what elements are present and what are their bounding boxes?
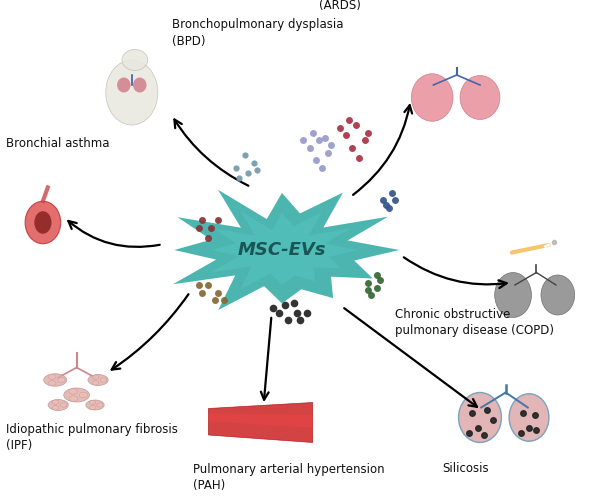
Ellipse shape [25,201,61,244]
Text: Chronic obstructive
pulmonary disease (COPD): Chronic obstructive pulmonary disease (C… [395,308,554,337]
Ellipse shape [69,388,77,394]
Ellipse shape [48,374,56,380]
Text: Silicosis: Silicosis [443,462,489,475]
Ellipse shape [509,394,549,441]
Ellipse shape [34,211,51,234]
Polygon shape [208,402,313,442]
Ellipse shape [58,378,65,382]
Text: Bronchial asthma: Bronchial asthma [6,137,110,150]
Ellipse shape [117,78,131,92]
Ellipse shape [89,400,96,404]
Ellipse shape [100,378,107,382]
Text: Bronchopulmonary dysplasia
(BPD): Bronchopulmonary dysplasia (BPD) [172,18,343,48]
Ellipse shape [44,374,67,386]
Ellipse shape [79,392,88,398]
Ellipse shape [460,76,500,120]
Ellipse shape [86,400,104,410]
Ellipse shape [64,388,89,402]
Ellipse shape [541,275,575,315]
Ellipse shape [411,74,453,121]
Ellipse shape [97,403,103,407]
Text: MSC-EVs: MSC-EVs [238,241,326,259]
Ellipse shape [105,60,158,125]
Text: Pulmonary arterial hypertension
(PAH): Pulmonary arterial hypertension (PAH) [193,462,385,492]
Ellipse shape [459,392,501,442]
Ellipse shape [92,375,99,380]
Ellipse shape [52,400,59,404]
Ellipse shape [495,272,531,318]
Ellipse shape [122,50,148,70]
Ellipse shape [89,406,96,409]
Ellipse shape [48,381,56,386]
Polygon shape [173,190,400,310]
Ellipse shape [52,406,59,410]
Ellipse shape [69,396,78,402]
Ellipse shape [133,78,147,92]
Ellipse shape [88,374,109,386]
Text: Idiopathic pulmonary fibrosis
(IPF): Idiopathic pulmonary fibrosis (IPF) [6,422,178,452]
Text: Acute respiratory distress syndrome
(ARDS): Acute respiratory distress syndrome (ARD… [319,0,533,12]
Ellipse shape [60,403,67,407]
Ellipse shape [92,380,99,385]
Polygon shape [211,211,359,289]
Ellipse shape [48,400,69,410]
Polygon shape [208,414,313,428]
